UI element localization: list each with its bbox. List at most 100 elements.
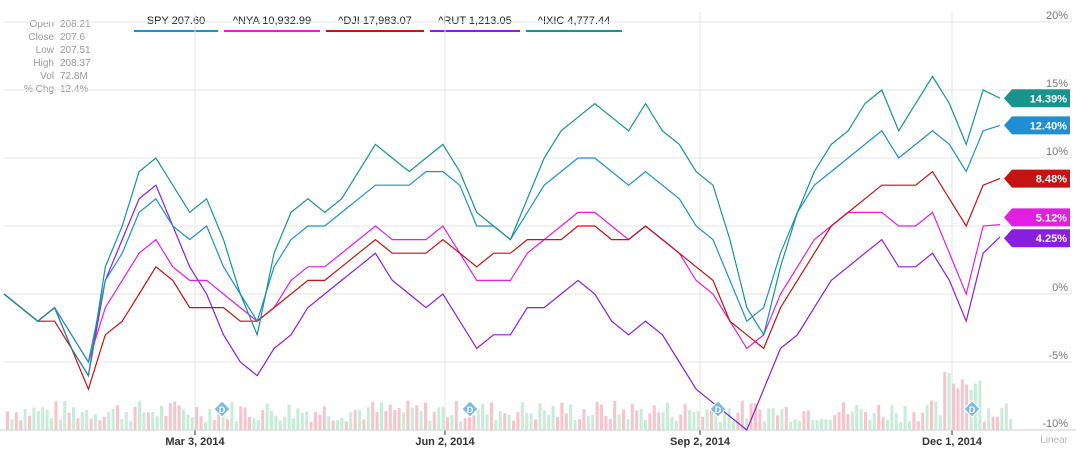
volume-bar	[133, 407, 137, 430]
volume-bar	[441, 407, 445, 430]
y-tick-label: 0%	[1052, 282, 1068, 294]
volume-bar	[472, 415, 476, 430]
volume-bar	[160, 405, 163, 430]
volume-bar	[529, 413, 533, 430]
legend-item-nya[interactable]: ^NYA 10,932.99	[224, 14, 320, 32]
volume-bar	[727, 408, 731, 430]
volume-bar	[468, 416, 471, 430]
volume-bar	[336, 420, 339, 430]
volume-bar	[538, 403, 542, 430]
volume-bar	[551, 405, 555, 430]
volume-bar	[938, 415, 942, 430]
y-tick-label: -5%	[1048, 350, 1068, 362]
volume-bar	[886, 419, 889, 430]
volume-bar	[705, 409, 709, 430]
volume-bar	[828, 419, 832, 430]
series-end-tag	[1004, 208, 1070, 227]
dividend-marker-icon	[461, 400, 479, 418]
volume-bar	[340, 417, 344, 430]
volume-bar	[952, 383, 955, 430]
volume-bar	[28, 415, 31, 430]
volume-bar	[410, 407, 414, 430]
series-end-label: 12.40%	[1030, 120, 1068, 132]
x-tick-label: Dec 1, 2014	[922, 436, 983, 448]
volume-bar	[243, 407, 247, 430]
volume-bar	[344, 421, 348, 430]
y-tick-label: 15%	[1046, 78, 1068, 90]
volume-bar	[877, 404, 881, 430]
volume-bar	[173, 401, 177, 430]
ohlc-value: 207.51	[60, 45, 91, 56]
ohlc-row-high: High 208.37	[6, 57, 100, 70]
volume-bar	[384, 411, 388, 430]
volume-bar	[353, 410, 357, 430]
volume-bar	[32, 407, 36, 430]
volume-bar	[674, 420, 678, 430]
volume-bar	[1000, 408, 1004, 430]
volume-bar	[19, 420, 23, 430]
series-end-label: 4.25%	[1036, 233, 1067, 245]
dividend-marker-label: D	[969, 405, 976, 415]
volume-bar	[204, 421, 207, 430]
volume-bar	[446, 417, 449, 430]
volume-bar	[556, 416, 559, 430]
dividend-marker-icon	[709, 400, 727, 418]
volume-bar	[239, 406, 243, 430]
volume-bar	[534, 419, 537, 430]
volume-bar	[908, 421, 911, 430]
volume-bar	[10, 419, 14, 430]
volume-bar	[199, 416, 203, 430]
volume-bar	[450, 415, 454, 430]
legend-item-dji[interactable]: ^DJI 17,983.07	[326, 14, 424, 32]
volume-bar	[481, 403, 485, 430]
volume-bar	[916, 421, 920, 430]
volume-bar	[63, 400, 67, 430]
ohlc-key: Open	[29, 19, 54, 30]
scale-toggle-button[interactable]: Linear	[1040, 435, 1068, 446]
x-tick-label: Sep 2, 2014	[670, 436, 731, 448]
volume-bar	[714, 411, 718, 430]
volume-bar	[630, 403, 634, 430]
volume-bar	[278, 420, 282, 430]
volume-bar	[226, 419, 229, 430]
volume-bar	[459, 421, 463, 430]
dividend-marker-label: D	[467, 405, 474, 415]
volume-bar	[424, 402, 427, 430]
legend-item-ixic[interactable]: ^IXIC 4,777.44	[526, 14, 622, 32]
chart-legend: SPY 207.60 ^NYA 10,932.99 ^DJI 17,983.07…	[134, 14, 622, 32]
volume-bar	[402, 412, 405, 430]
legend-item-spy[interactable]: SPY 207.60	[134, 14, 218, 32]
volume-bar	[182, 409, 185, 430]
volume-bar	[635, 410, 639, 430]
volume-bar	[960, 379, 964, 430]
volume-bar	[657, 412, 661, 430]
volume-bar	[732, 420, 735, 430]
volume-bar	[415, 405, 419, 430]
volume-bar	[991, 416, 995, 430]
volume-bar	[723, 411, 727, 430]
volume-bar	[696, 411, 700, 430]
volume-bar	[305, 411, 309, 430]
volume-bar	[978, 380, 982, 430]
volume-bar	[617, 414, 621, 430]
volume-bar	[903, 406, 907, 430]
y-tick-label: 10%	[1046, 146, 1068, 158]
volume-bar	[274, 415, 278, 430]
volume-bar	[767, 408, 771, 430]
dividend-marker-icon	[963, 400, 981, 418]
y-tick-label: -10%	[1042, 418, 1068, 430]
volume-bar	[318, 414, 322, 430]
volume-bar	[996, 416, 999, 430]
legend-item-rut[interactable]: ^RUT 1,213.05	[430, 14, 520, 32]
volume-bar	[864, 411, 867, 430]
volume-bar	[366, 407, 370, 430]
volume-bar	[749, 403, 753, 430]
volume-bar	[234, 421, 238, 430]
volume-bar	[397, 408, 401, 430]
volume-bar	[855, 404, 859, 430]
volume-bar	[582, 409, 586, 430]
volume-bar	[846, 414, 850, 430]
volume-bar	[41, 407, 45, 430]
volume-bar	[833, 415, 837, 430]
